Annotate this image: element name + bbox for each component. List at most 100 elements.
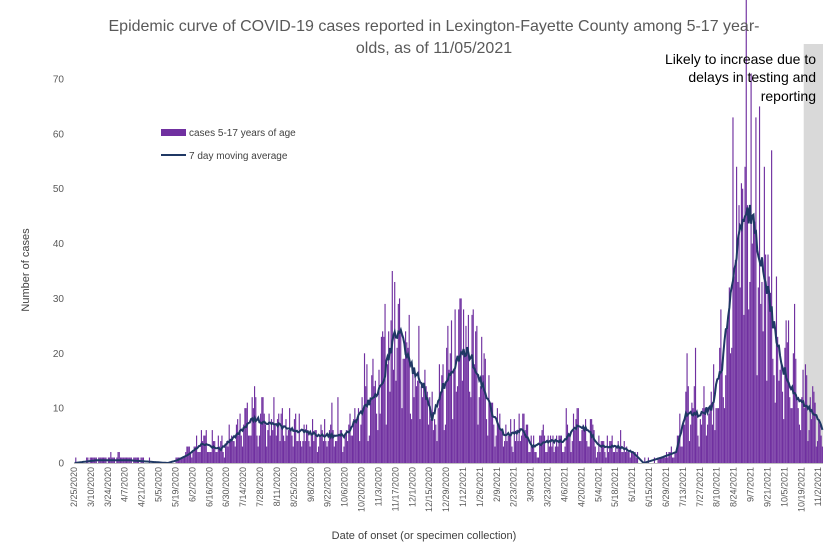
case-bar [301, 446, 303, 463]
case-bar [512, 452, 514, 463]
case-bar [496, 408, 498, 463]
case-bar [280, 413, 282, 463]
case-bar [276, 419, 279, 463]
case-bar [237, 419, 239, 463]
case-bar [225, 446, 227, 463]
case-bar [808, 430, 810, 463]
case-bar [620, 430, 622, 463]
case-bar [444, 424, 447, 463]
case-bar [760, 303, 762, 463]
case-bar [369, 402, 372, 463]
case-bar [791, 408, 793, 463]
case-bar [644, 457, 646, 463]
case-bar [469, 391, 471, 463]
case-bar [272, 430, 274, 463]
case-bar [731, 347, 733, 463]
case-bar [789, 397, 791, 463]
case-bar [696, 413, 698, 463]
case-bar [299, 441, 302, 463]
case-bar [118, 452, 120, 463]
case-bar [577, 408, 579, 463]
case-bar [665, 452, 668, 463]
case-bar [769, 292, 771, 463]
case-bar [599, 452, 601, 463]
case-bar [675, 452, 677, 463]
y-tick-label: 40 [53, 239, 65, 250]
case-bar [778, 380, 780, 463]
case-bar [775, 276, 778, 463]
case-bar [749, 281, 751, 463]
case-bar [790, 408, 792, 463]
case-bar [233, 441, 235, 463]
case-bar [681, 446, 683, 463]
case-bar [594, 446, 596, 463]
case-bar [772, 358, 774, 463]
legend-label-average: 7 day moving average [189, 151, 288, 162]
case-bar [483, 353, 485, 463]
bar-series [75, 0, 823, 464]
case-bar [215, 452, 217, 463]
case-bar [746, 205, 749, 464]
x-tick-label: 6/29/2021 [661, 467, 671, 507]
case-bar [353, 419, 355, 463]
case-bar [260, 413, 262, 463]
case-bar [743, 314, 745, 463]
case-bar [302, 441, 304, 463]
case-bar [691, 402, 693, 463]
case-bar [533, 435, 535, 463]
case-bar [232, 441, 234, 463]
case-bar [713, 364, 715, 463]
case-bar [657, 457, 659, 463]
case-bar [328, 430, 331, 463]
case-bar [267, 430, 269, 463]
case-bar [289, 408, 291, 463]
case-bar [801, 397, 803, 463]
case-bar [275, 435, 277, 463]
case-bar [624, 452, 627, 463]
case-bar [626, 446, 628, 463]
case-bar [814, 402, 816, 463]
case-bar [505, 424, 507, 463]
case-bar [493, 424, 495, 463]
case-bar [458, 309, 460, 463]
x-tick-label: 4/21/2020 [137, 467, 147, 507]
case-bar [520, 435, 523, 463]
case-bar [421, 397, 424, 463]
case-bar [595, 457, 598, 463]
case-bar [359, 441, 361, 463]
case-bar [528, 452, 530, 463]
case-bar [391, 271, 393, 463]
case-bar [407, 347, 409, 463]
case-bar [575, 419, 577, 463]
case-bar [673, 457, 675, 463]
x-tick-label: 2/25/2020 [69, 467, 79, 507]
case-bar [231, 435, 233, 463]
case-bar [597, 452, 599, 463]
case-bar [349, 413, 351, 463]
case-bar [227, 446, 229, 463]
case-bar [585, 419, 587, 463]
case-bar [338, 435, 340, 463]
case-bar [560, 435, 562, 463]
case-bar [600, 441, 602, 463]
case-bar [379, 413, 381, 463]
case-bar [467, 314, 469, 463]
case-bar [755, 117, 757, 464]
case-bar [714, 430, 716, 463]
case-bar [212, 441, 215, 463]
case-bar [658, 457, 660, 463]
case-bar [807, 441, 809, 463]
case-bar [239, 413, 241, 463]
case-bar [385, 424, 387, 463]
x-tick-label: 1/12/2021 [458, 467, 468, 507]
case-bar [218, 446, 221, 463]
x-tick-label: 5/18/2021 [610, 467, 620, 507]
case-bar [607, 452, 610, 463]
case-bar [304, 441, 306, 463]
case-bar [707, 424, 709, 463]
case-bar [368, 435, 370, 463]
case-bar [197, 452, 199, 463]
case-bar [495, 435, 497, 463]
x-tick-label: 8/10/2021 [712, 467, 722, 507]
case-bar [507, 435, 509, 463]
